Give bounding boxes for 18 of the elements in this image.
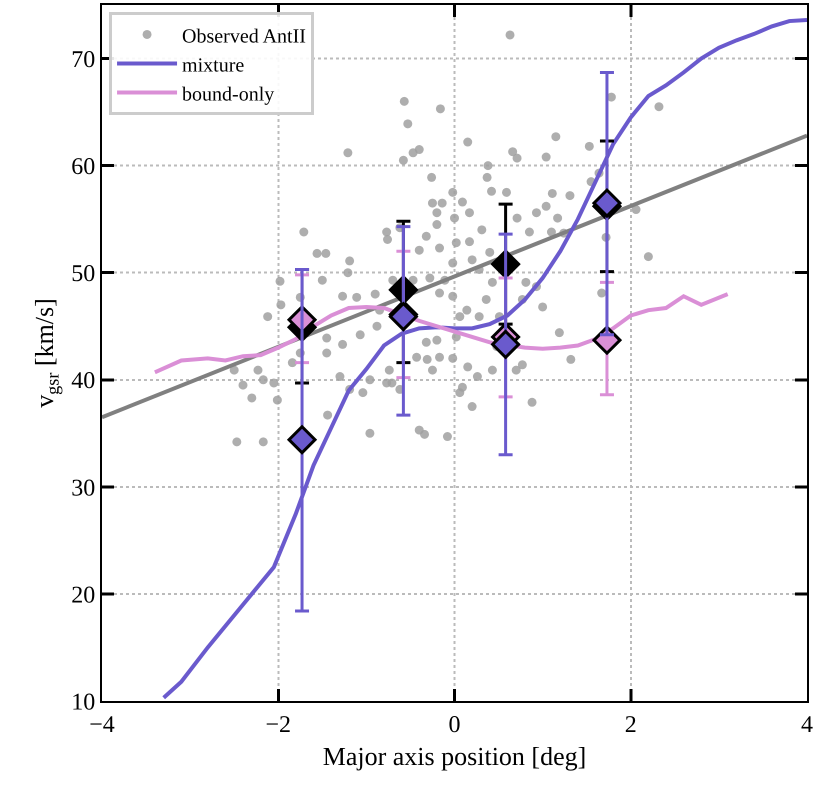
y-tick-label: 40 <box>71 368 96 394</box>
legend-label: mixture <box>182 54 244 76</box>
y-tick-label: 50 <box>71 261 96 288</box>
x-tick-label: −2 <box>265 712 292 738</box>
x-tick-label: 2 <box>624 712 637 738</box>
x-tick-label: 0 <box>448 712 460 738</box>
y-tick-label: 60 <box>71 154 96 180</box>
point <box>491 330 520 359</box>
x-tick-label: 4 <box>801 712 813 738</box>
line-series <box>162 18 807 700</box>
legend-label: Observed AntII <box>182 25 306 48</box>
y-tick-label: 70 <box>71 46 96 73</box>
point <box>388 302 418 332</box>
legend-label: bound-only <box>182 83 274 106</box>
y-tick-label: 30 <box>71 475 96 502</box>
x-axis-title: Major axis position [deg] <box>322 742 586 771</box>
y-tick-label: 20 <box>71 582 96 608</box>
point <box>288 425 317 454</box>
